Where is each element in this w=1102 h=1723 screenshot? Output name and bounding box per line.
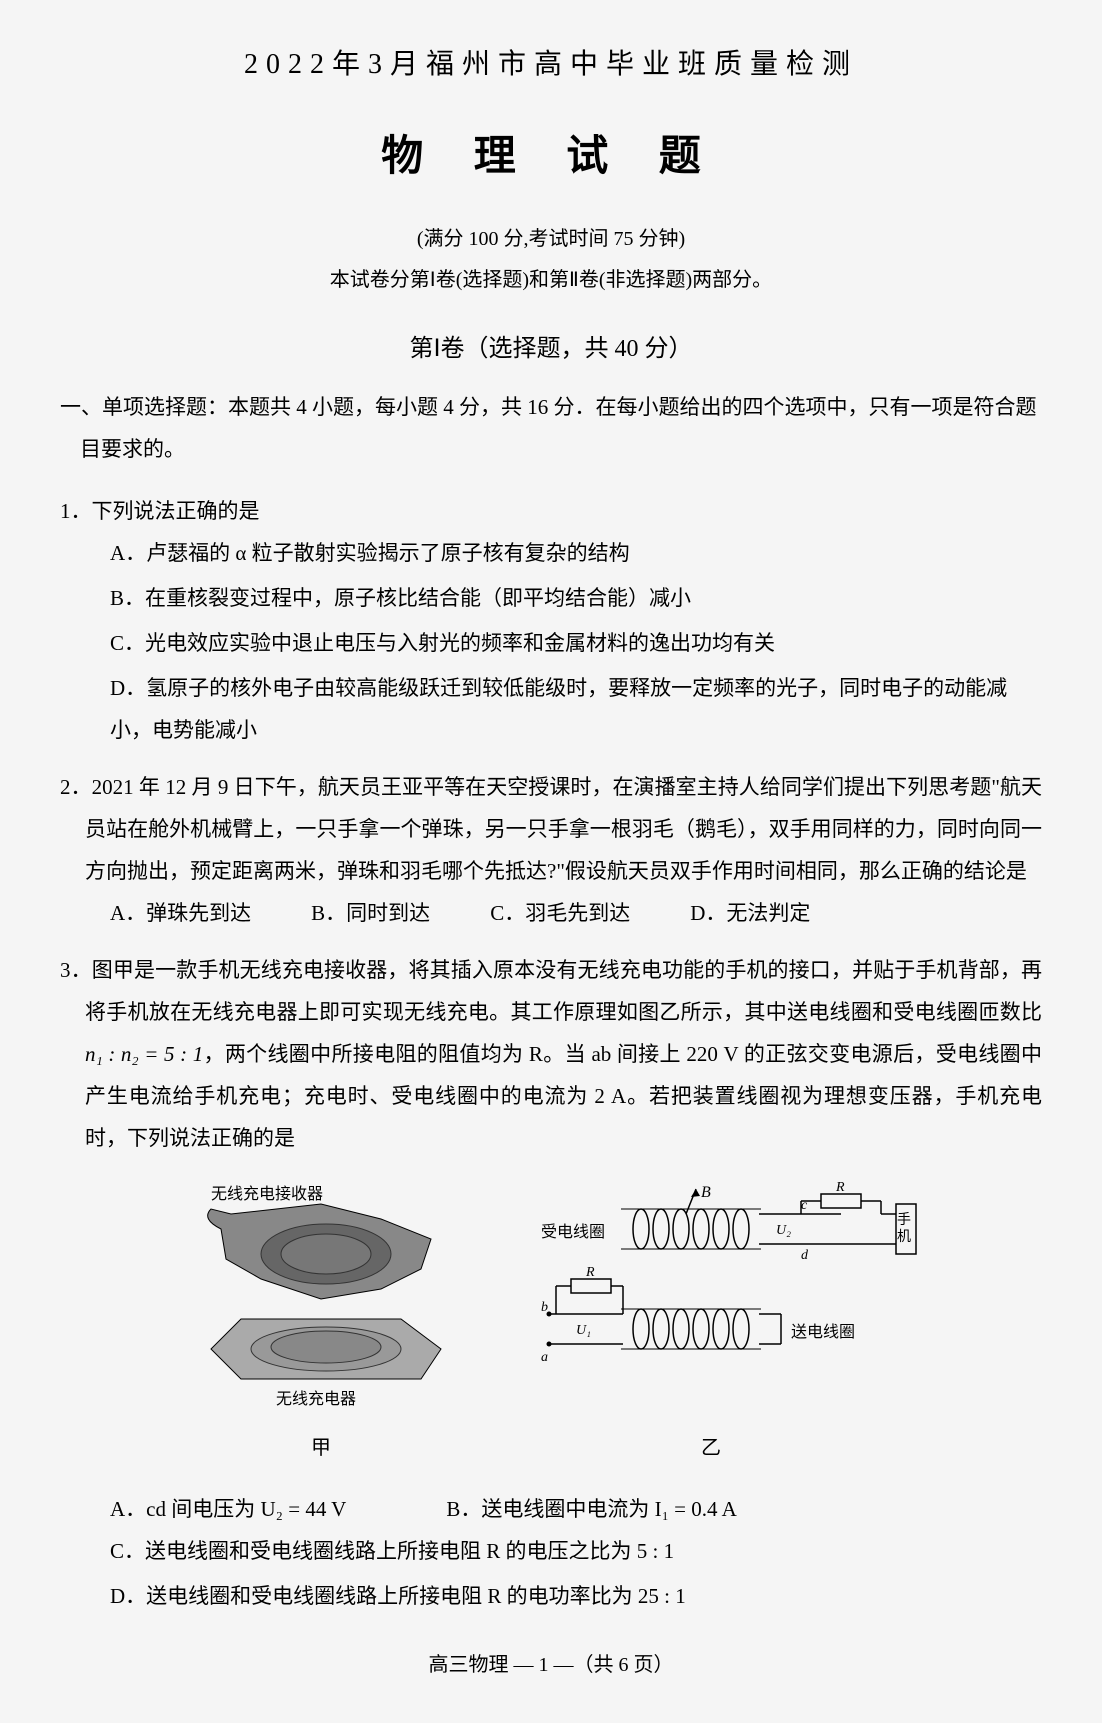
main-title: 物 理 试 题 <box>60 120 1042 196</box>
receiver-coil-inner <box>281 1234 371 1274</box>
label-sender-coil: 送电线圈 <box>791 1323 855 1341</box>
q3-stem: 3．图甲是一款手机无线充电接收器，将其插入原本没有无线充电功能的手机的接口，并贴… <box>60 949 1042 1159</box>
q3-option-c: C．送电线圈和受电线圈线路上所接电阻 R 的电压之比为 5 : 1 <box>60 1530 1042 1572</box>
q1-stem: 1．下列说法正确的是 <box>60 490 1042 532</box>
terminal-a <box>547 1342 552 1347</box>
q1-option-a: A．卢瑟福的 α 粒子散射实验揭示了原子核有复杂的结构 <box>60 532 1042 574</box>
diagram-left-svg: 无线充电接收器 无线充电器 <box>181 1179 461 1409</box>
label-charger: 无线充电器 <box>276 1390 356 1408</box>
label-a: a <box>541 1350 548 1365</box>
question-1: 1．下列说法正确的是 A．卢瑟福的 α 粒子散射实验揭示了原子核有复杂的结构 B… <box>60 490 1042 751</box>
q3-stem-ratio: n₁ : n₂ = 5 : 1 <box>85 1042 203 1066</box>
q2-option-b: B．同时到达 <box>311 892 430 934</box>
page-footer: 高三物理 — 1 —（共 6 页） <box>60 1647 1042 1683</box>
label-u2: U₂ <box>776 1223 791 1238</box>
diagram-left: 无线充电接收器 无线充电器 甲 <box>181 1179 461 1468</box>
label-u1: U₁ <box>576 1323 591 1338</box>
question-3: 3．图甲是一款手机无线充电接收器，将其插入原本没有无线充电功能的手机的接口，并贴… <box>60 949 1042 1617</box>
q3-diagram-container: 无线充电接收器 无线充电器 甲 B <box>60 1179 1042 1468</box>
question-2: 2．2021 年 12 月 9 日下午，航天员王亚平等在天空授课时，在演播室主持… <box>60 766 1042 934</box>
label-phone-2: 机 <box>897 1229 911 1245</box>
label-r-top: R <box>835 1180 845 1195</box>
diagram-right: B 受电线圈 c <box>501 1179 921 1468</box>
label-B: B <box>701 1184 711 1201</box>
q2-option-c: C．羽毛先到达 <box>490 892 630 934</box>
page-container: 2022年3月福州市高中毕业班质量检测 物 理 试 题 (满分 100 分,考试… <box>60 40 1042 1683</box>
diagram-right-svg: B 受电线圈 c <box>501 1179 921 1409</box>
header-title: 2022年3月福州市高中毕业班质量检测 <box>60 40 1042 90</box>
label-r-bottom: R <box>585 1265 595 1280</box>
q2-options-row: A．弹珠先到达 B．同时到达 C．羽毛先到达 D．无法判定 <box>60 892 1042 934</box>
resistor-r-top <box>821 1194 861 1208</box>
q3-stem-p1: 3．图甲是一款手机无线充电接收器，将其插入原本没有无线充电功能的手机的接口，并贴… <box>60 958 1042 1024</box>
label-d: d <box>801 1248 809 1263</box>
sender-coil-group <box>621 1309 761 1349</box>
q3-options-row-1: A．cd 间电压为 U₂ = 44 V B．送电线圈中电流为 I₁ = 0.4 … <box>60 1488 1042 1530</box>
label-receiver-coil: 受电线圈 <box>541 1223 605 1241</box>
receiver-coil-group <box>621 1209 761 1249</box>
terminal-b <box>547 1312 552 1317</box>
section-1-title: 第Ⅰ卷（选择题，共 40 分） <box>60 328 1042 371</box>
q1-option-c: C．光电效应实验中退止电压与入射光的频率和金属材料的逸出功均有关 <box>60 622 1042 664</box>
exam-info: (满分 100 分,考试时间 75 分钟) <box>60 221 1042 257</box>
label-phone-1: 手 <box>897 1212 911 1228</box>
q3-option-b: B．送电线圈中电流为 I₁ = 0.4 A <box>446 1488 736 1530</box>
b-vector-arrow <box>691 1189 700 1197</box>
q2-stem: 2．2021 年 12 月 9 日下午，航天员王亚平等在天空授课时，在演播室主持… <box>60 766 1042 892</box>
q3-option-a: A．cd 间电压为 U₂ = 44 V <box>110 1488 346 1530</box>
resistor-r-bottom <box>571 1279 611 1293</box>
charger-coil <box>271 1331 381 1363</box>
diagram-left-caption: 甲 <box>181 1428 461 1468</box>
q3-stem-p2: ，两个线圈中所接电阻的阻值均为 R。当 ab 间接上 220 V 的正弦交变电源… <box>85 1042 1042 1150</box>
q2-option-d: D．无法判定 <box>690 892 810 934</box>
label-receiver: 无线充电接收器 <box>211 1185 323 1203</box>
q3-option-d: D．送电线圈和受电线圈线路上所接电阻 R 的电功率比为 25 : 1 <box>60 1575 1042 1617</box>
paper-structure: 本试卷分第Ⅰ卷(选择题)和第Ⅱ卷(非选择题)两部分。 <box>60 262 1042 298</box>
q2-option-a: A．弹珠先到达 <box>110 892 251 934</box>
diagram-right-caption: 乙 <box>501 1428 921 1468</box>
phone-box <box>896 1204 916 1254</box>
section-1-instructions: 一、单项选择题：本题共 4 小题，每小题 4 分，共 16 分．在每小题给出的四… <box>60 386 1042 470</box>
q1-option-d: D．氢原子的核外电子由较高能级跃迁到较低能级时，要释放一定频率的光子，同时电子的… <box>60 667 1042 751</box>
q1-option-b: B．在重核裂变过程中，原子核比结合能（即平均结合能）减小 <box>60 577 1042 619</box>
